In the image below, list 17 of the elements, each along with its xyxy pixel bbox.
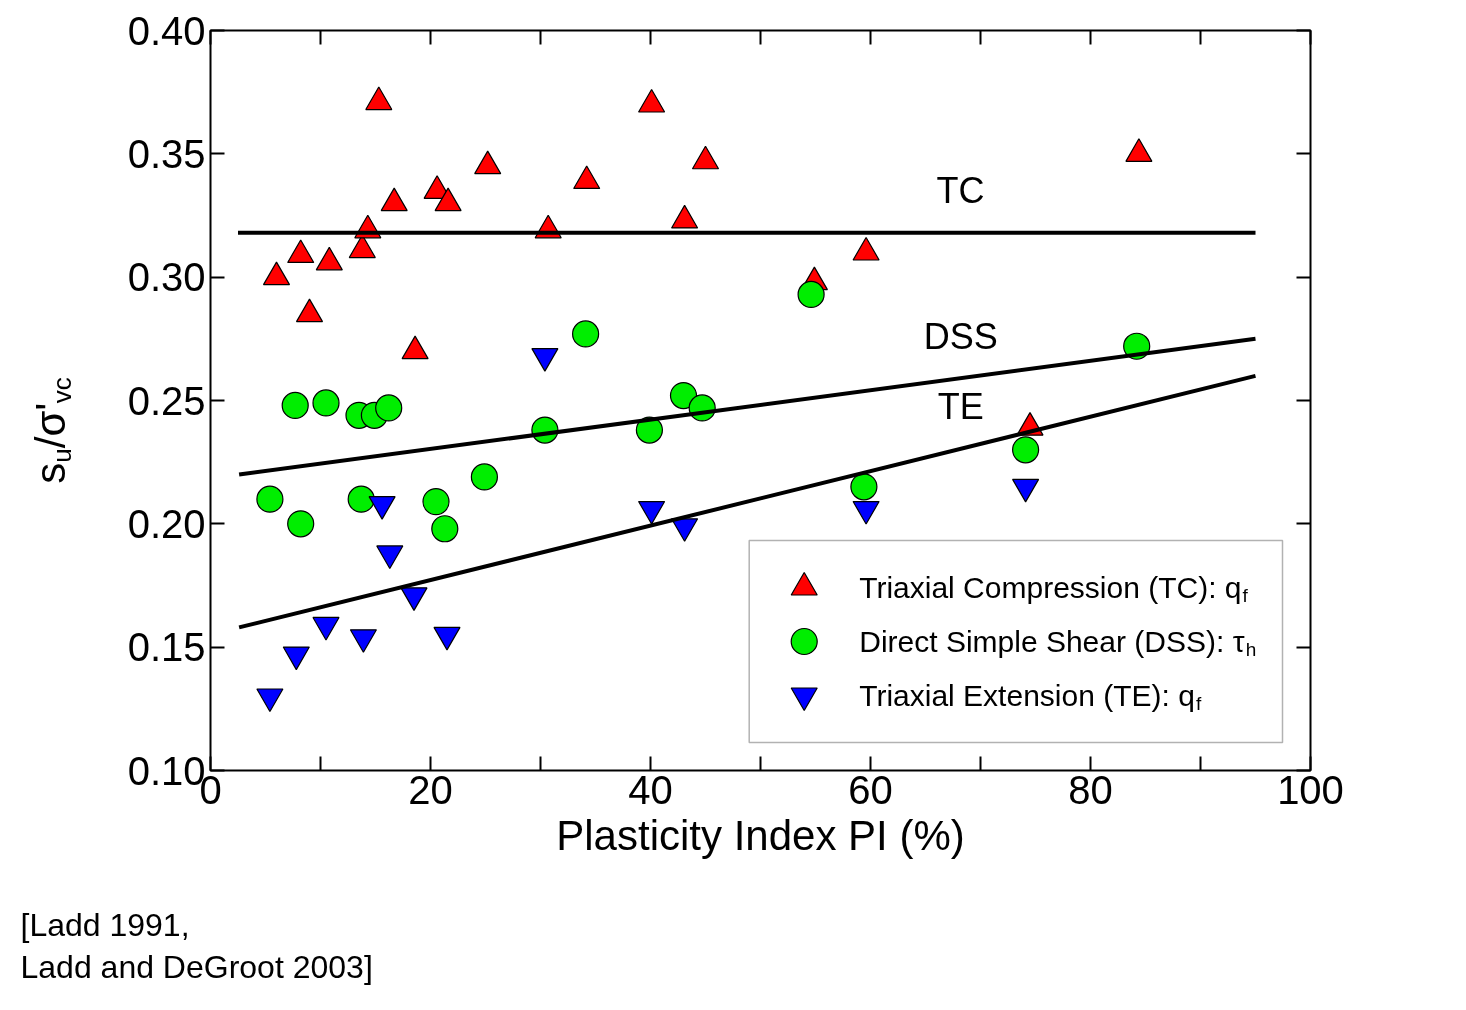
series-label: TE [937, 386, 984, 428]
x-tick-label: 100 [1277, 767, 1344, 812]
text: [Ladd 1991, Ladd and DeGroot 2003] [20, 906, 373, 985]
y-tick-label: 0.40 [127, 8, 206, 53]
y-axis-title: su/σ'vc [27, 377, 78, 484]
series-label: DSS [923, 315, 998, 357]
x-axis-title: Plasticity Index PI (%) [556, 811, 965, 859]
y-tick-label: 0.30 [127, 255, 206, 300]
y-tick-label: 0.15 [127, 625, 206, 670]
x-tick-label: 20 [408, 767, 453, 812]
x-tick-label: 60 [848, 767, 893, 812]
x-tick-label: 40 [628, 767, 673, 812]
y-tick-label: 0.35 [127, 131, 206, 176]
y-tick-label: 0.25 [127, 378, 206, 423]
y-tick-label: 0.20 [127, 501, 206, 546]
x-tick-label: 80 [1068, 767, 1113, 812]
series-label: TC [936, 170, 985, 212]
